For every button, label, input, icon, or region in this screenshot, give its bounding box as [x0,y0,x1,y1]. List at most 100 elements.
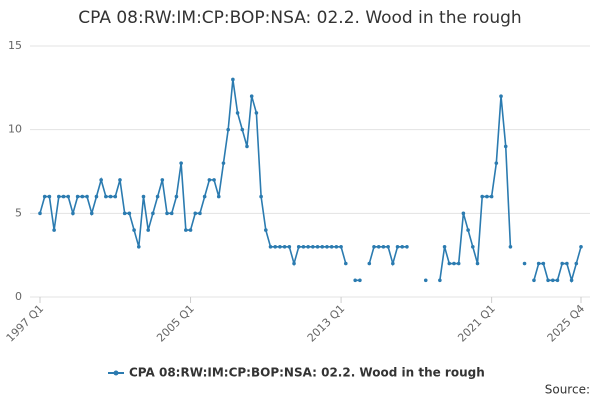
point [259,194,263,199]
point [75,194,80,199]
point [292,261,296,266]
y-tick-label: 5 [15,206,22,219]
point [311,245,315,249]
point [541,261,546,266]
point [438,278,442,283]
point [216,194,221,199]
x-tick-label: 2025 Q4 [545,302,588,345]
point [494,161,499,165]
point [66,194,71,199]
point [188,228,193,232]
point [452,261,456,266]
point [160,178,165,182]
point [546,278,550,283]
point [475,261,480,266]
point [42,194,47,199]
point [282,245,287,249]
chart-title: CPA 08:RW:IM:CP:BOP:NSA: 02.2. Wood in t… [78,8,521,28]
point [447,261,452,266]
point [207,178,212,182]
point [381,245,386,249]
point [141,194,146,199]
legend-label: CPA 08:RW:IM:CP:BOP:NSA: 02.2. Wood in t… [129,366,485,380]
point [485,194,489,199]
point [57,194,61,199]
point [489,194,494,199]
point [184,228,188,232]
point [249,94,254,98]
source: Source: [545,383,590,397]
point [52,228,56,232]
point [221,161,226,165]
point [127,211,132,216]
point [372,245,376,249]
point [315,245,320,249]
point [391,261,395,266]
point [306,245,310,249]
point [395,245,400,249]
point [471,245,475,249]
point [179,161,183,165]
point [565,261,569,266]
point [376,245,381,249]
y-tick-label: 15 [8,39,22,52]
point [456,261,461,266]
point [461,211,466,216]
point [536,261,541,266]
point [151,211,155,216]
point [466,228,470,232]
point [278,245,282,249]
point [296,245,301,249]
point [193,211,198,216]
point [339,245,343,249]
point [235,111,240,115]
point [165,211,169,216]
point [273,245,278,249]
point [99,178,103,182]
x-tick-label: 2013 Q1 [305,302,348,345]
point [155,194,160,199]
point [550,278,555,283]
point [226,127,230,132]
point [38,211,42,216]
point [503,144,508,149]
point [532,278,536,283]
point [89,211,94,216]
point [94,194,99,199]
point [329,245,334,249]
point [47,194,52,199]
point [146,228,150,232]
point [118,178,122,182]
point [268,245,273,249]
point [423,278,428,283]
point [245,144,249,149]
point [174,194,179,199]
point [508,245,513,249]
point [113,194,118,199]
point [400,245,405,249]
point [579,245,583,249]
point [104,194,108,199]
point [198,211,202,216]
point [85,194,89,199]
point [569,278,574,283]
point [353,278,357,283]
point [405,245,409,249]
point [231,77,235,82]
point [499,94,503,98]
point [202,194,207,199]
point [212,178,216,182]
point [343,261,348,266]
point [254,111,259,115]
x-tick-label: 2005 Q1 [154,302,197,345]
point [480,194,485,199]
point [442,245,447,249]
point [301,245,306,249]
point [555,278,560,283]
point [132,228,136,232]
point [240,127,245,132]
point [61,194,66,199]
point [358,278,362,283]
legend-dot [113,370,119,376]
